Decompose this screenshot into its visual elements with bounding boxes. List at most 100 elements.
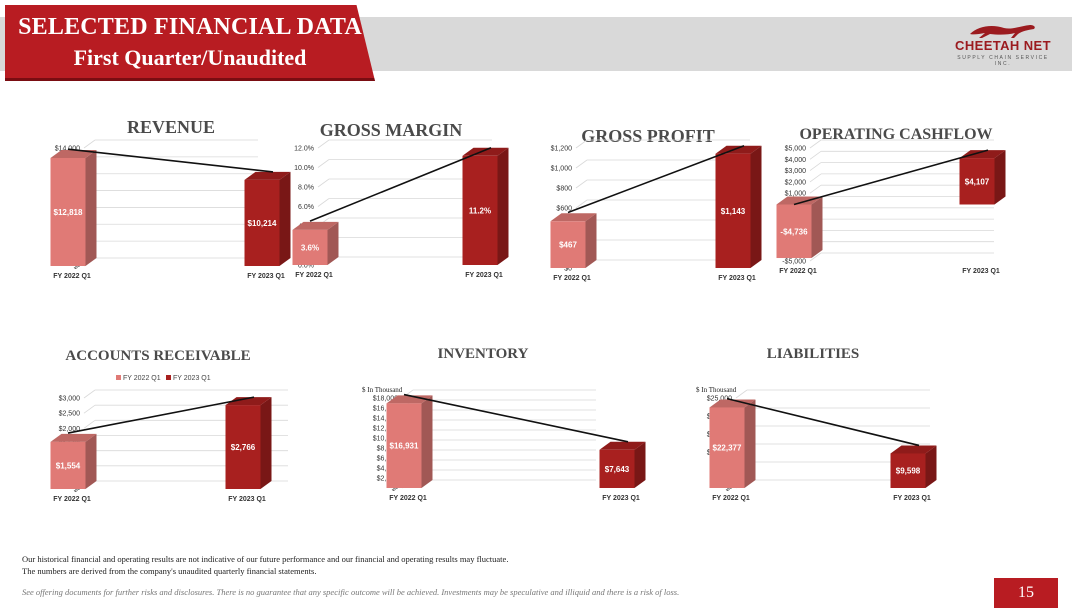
footnote-line-1: Our historical financial and operating r… (22, 554, 509, 564)
bar-top (715, 145, 762, 154)
gridline-diagonal (83, 420, 96, 429)
y-tick-label: $5,000 (711, 468, 733, 475)
bar (50, 157, 86, 266)
y-tick-label: $15,000 (707, 432, 732, 439)
gridline-diagonal (83, 435, 96, 444)
y-tick-label: $1,500 (59, 441, 81, 448)
y-tick-label: $2,000 (785, 179, 807, 186)
gridline-diagonal (575, 159, 588, 169)
y-tick-label: $6,000 (59, 213, 81, 220)
data-label: 3.6% (301, 243, 319, 252)
bar-side (497, 147, 509, 265)
bar (462, 155, 498, 265)
y-tick-label: $25,000 (707, 396, 732, 403)
y-tick-label: $500 (64, 471, 80, 478)
bar-side (811, 196, 823, 259)
bar (50, 441, 86, 489)
trend-line (309, 147, 492, 222)
gridline-diagonal (809, 252, 822, 262)
y-tick-label: -$5,000 (782, 259, 806, 266)
trend-line (793, 149, 989, 206)
x-tick-label: FY 2023 Q1 (465, 272, 503, 279)
gridline-diagonal (317, 178, 330, 188)
gridline-diagonal (317, 217, 330, 227)
bar-side (634, 441, 646, 488)
bar (715, 153, 751, 268)
gridline-diagonal (317, 198, 330, 207)
bar-side (85, 433, 97, 489)
gridline-diagonal (809, 162, 822, 171)
bar-top (50, 149, 97, 158)
y-tick-label: 10.0% (294, 165, 314, 172)
x-tick-label: FY 2022 Q1 (53, 496, 91, 503)
bar-top (244, 171, 291, 180)
x-tick-label: FY 2023 Q1 (718, 275, 756, 282)
y-tick-label: $10,000 (707, 450, 732, 457)
y-tick-label: $14,000 (55, 146, 80, 153)
x-tick-label: FY 2022 Q1 (779, 268, 817, 275)
x-tick-label: FY 2023 Q1 (602, 495, 640, 502)
y-tick-label: $10,000 (373, 436, 398, 443)
gridline-diagonal (735, 407, 748, 417)
data-label: $1,554 (56, 461, 81, 470)
chart-title: GROSS MARGIN (319, 120, 463, 140)
y-tick-label: $18,000 (373, 396, 398, 403)
bar (225, 405, 261, 489)
gridline-diagonal (809, 218, 822, 228)
gridline-diagonal (809, 230, 822, 239)
y-tick-label: 0.0% (298, 263, 314, 270)
y-tick-label: $1,000 (59, 456, 81, 463)
data-label: $467 (559, 241, 577, 250)
y-tick-label: $10,000 (55, 179, 80, 186)
bar-top (709, 399, 756, 408)
y-tick-label: $2,000 (59, 247, 81, 254)
bar-top (225, 397, 272, 406)
gridline-diagonal (401, 399, 414, 409)
y-tick-label: $1,000 (785, 191, 807, 198)
y-tick-label: $0 (564, 266, 572, 273)
y-tick-label: -$3,000 (782, 236, 806, 243)
data-label: 11.2% (469, 206, 491, 215)
x-tick-label: FY 2022 Q1 (53, 273, 91, 280)
gridline-diagonal (809, 150, 822, 160)
trend-line (567, 144, 745, 214)
chart-title: REVENUE (126, 117, 216, 137)
gridline-diagonal (735, 425, 748, 435)
x-tick-label: FY 2022 Q1 (389, 495, 427, 502)
gridline-diagonal (809, 241, 822, 251)
y-tick-label: $0 (798, 202, 806, 209)
bar-side (925, 445, 937, 488)
data-label: $10,214 (248, 219, 277, 228)
gridline-diagonal (83, 156, 96, 166)
y-tick-label: $12,000 (373, 426, 398, 433)
chart-title: OPERATING CASHFLOW (799, 126, 993, 143)
gridline-diagonal (83, 173, 96, 183)
bar-side (994, 150, 1006, 205)
bar-side (421, 395, 433, 488)
chart-title: ACCOUNTS RECEIVABLE (65, 348, 251, 364)
bar (709, 407, 745, 488)
trend-line (726, 397, 920, 447)
gridline-diagonal (735, 461, 748, 471)
gridline-diagonal (317, 159, 330, 168)
bar (244, 179, 280, 266)
y-tick-label: $14,000 (373, 416, 398, 423)
gridline-diagonal (809, 184, 822, 194)
y-tick-label: -$2,000 (782, 225, 806, 232)
legend-label: FY 2023 Q1 (173, 375, 211, 382)
bar-top (50, 433, 97, 442)
y-tick-label: $2,000 (59, 426, 81, 433)
y-tick-label: $6,000 (377, 456, 399, 463)
cheetah-icon (970, 25, 1035, 38)
gridline-diagonal (401, 459, 414, 469)
gridline-diagonal (575, 239, 588, 249)
chart-title: GROSS PROFIT (581, 126, 715, 146)
bar-top (292, 221, 339, 230)
data-label: $2,766 (231, 443, 256, 452)
gridline-diagonal (809, 207, 822, 217)
gridline-diagonal (83, 139, 96, 149)
y-tick-label: $- (74, 264, 81, 271)
x-tick-label: FY 2023 Q1 (247, 273, 285, 280)
